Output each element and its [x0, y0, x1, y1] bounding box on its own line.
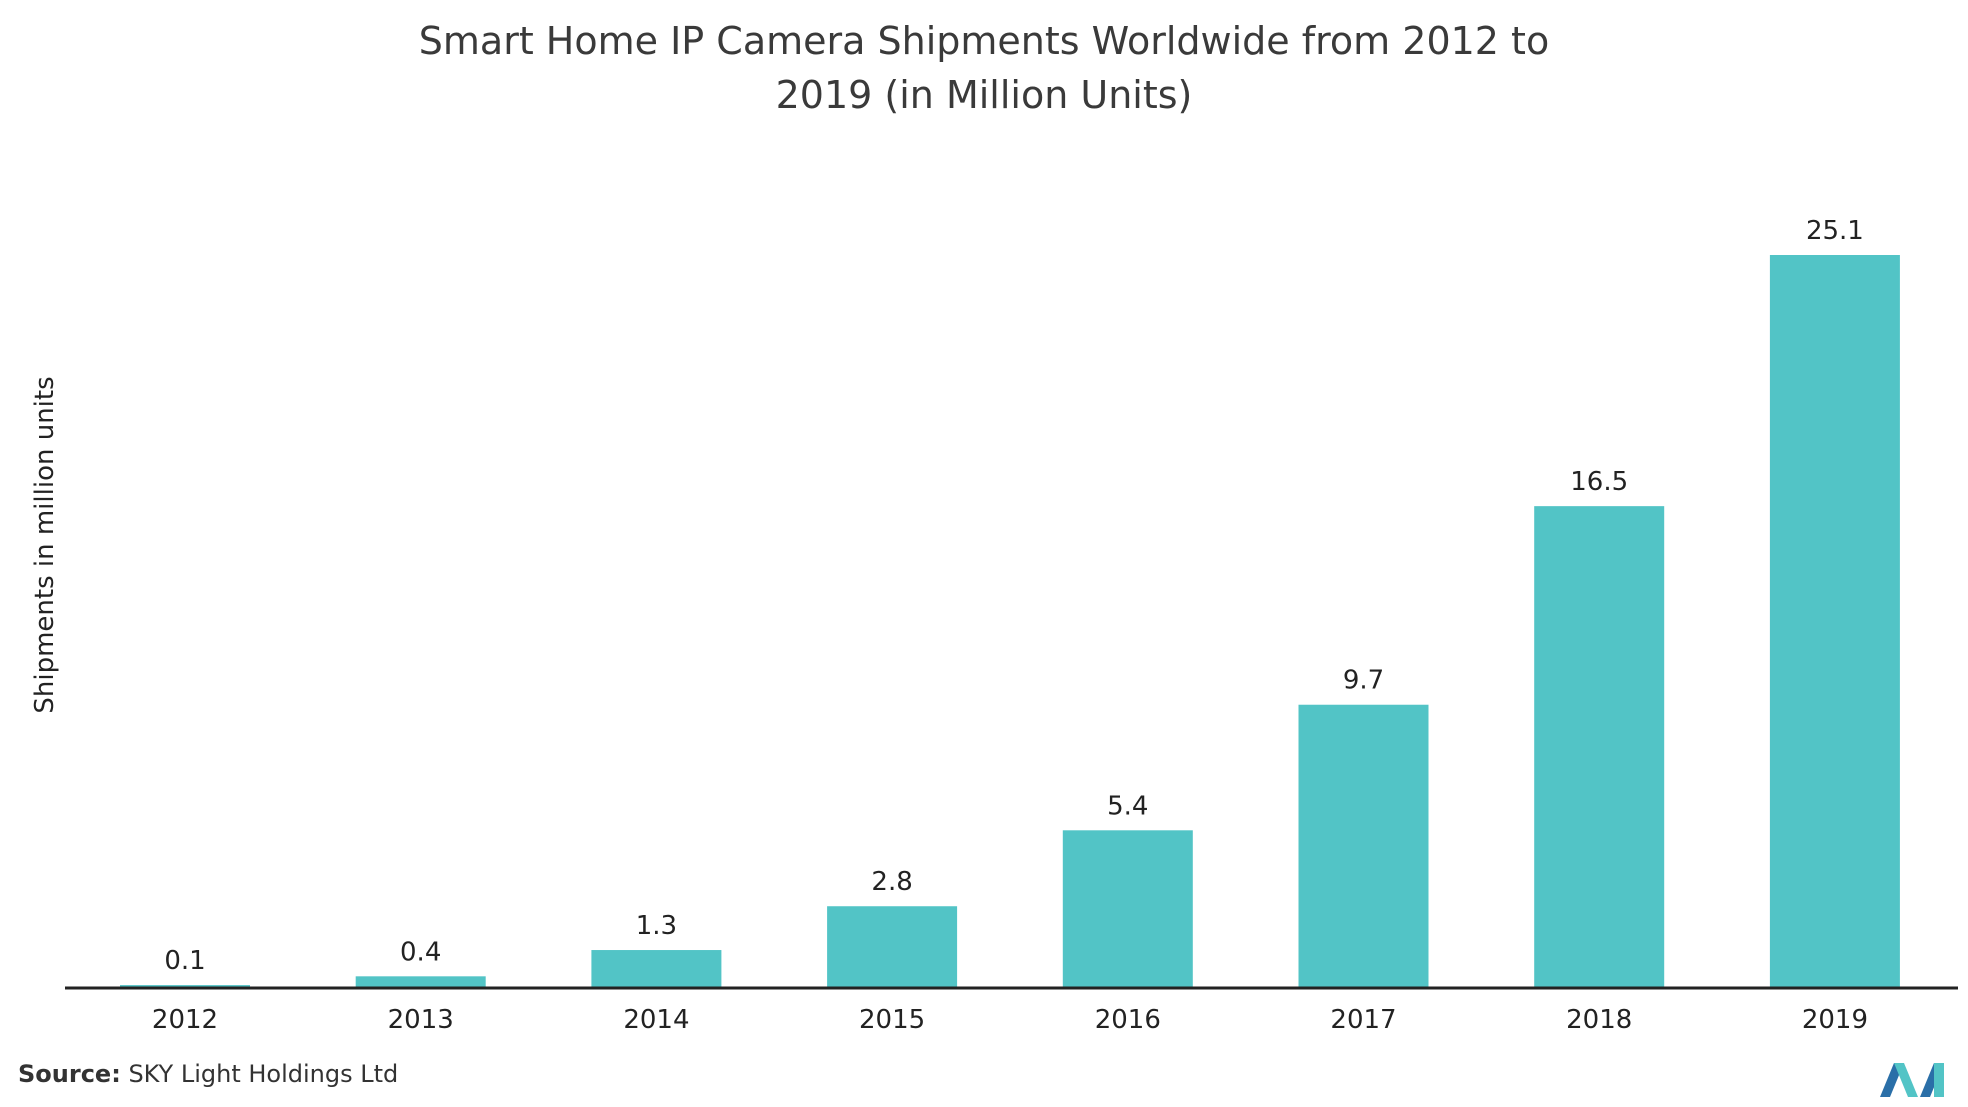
- x-tick-label-2015: 2015: [859, 1005, 925, 1035]
- x-tick-label-2016: 2016: [1095, 1005, 1161, 1035]
- bar-chart: 0.1 2012 0.4 2013 1.3 2014 2.8 2015 5.4 2016 9.7 20…: [65, 216, 1958, 1035]
- bar-2017: [1298, 704, 1429, 988]
- chart-title-line-1: Smart Home IP Camera Shipments Worldwide…: [418, 19, 1550, 63]
- chart-title: Smart Home IP Camera Shipments Worldwide…: [0, 14, 1968, 122]
- x-tick-label-2017: 2017: [1330, 1005, 1396, 1035]
- data-label-2018: 16.5: [1570, 467, 1628, 497]
- source-text: SKY Light Holdings Ltd: [128, 1060, 399, 1088]
- data-label-2013: 0.4: [400, 937, 441, 967]
- bar-2016: [1062, 830, 1193, 988]
- labels-layer: 0.1 2012 0.4 2013 1.3 2014 2.8 2015 5.4 2016 9.7 20…: [152, 216, 1868, 1035]
- data-label-2015: 2.8: [871, 867, 912, 897]
- bars-layer: [120, 255, 1900, 988]
- x-tick-label-2012: 2012: [152, 1005, 218, 1035]
- bar-2019: [1769, 255, 1900, 988]
- chart-title-line-2: 2019 (in Million Units): [775, 73, 1193, 117]
- data-label-2014: 1.3: [636, 911, 677, 941]
- x-tick-label-2019: 2019: [1802, 1005, 1868, 1035]
- data-label-2016: 5.4: [1107, 791, 1148, 821]
- source-note: Source: SKY Light Holdings Ltd: [18, 1060, 398, 1088]
- mordor-intelligence-logo-icon: [1880, 1063, 1944, 1097]
- data-label-2012: 0.1: [164, 946, 205, 976]
- bar-2015: [827, 906, 958, 988]
- x-tick-label-2014: 2014: [623, 1005, 689, 1035]
- bar-2013: [355, 976, 486, 988]
- x-tick-label-2013: 2013: [388, 1005, 454, 1035]
- bar-2014: [591, 950, 722, 988]
- source-label: Source:: [18, 1060, 121, 1088]
- data-label-2017: 9.7: [1343, 666, 1384, 696]
- bar-2018: [1534, 506, 1665, 988]
- x-tick-label-2018: 2018: [1566, 1005, 1632, 1035]
- data-label-2019: 25.1: [1806, 216, 1864, 246]
